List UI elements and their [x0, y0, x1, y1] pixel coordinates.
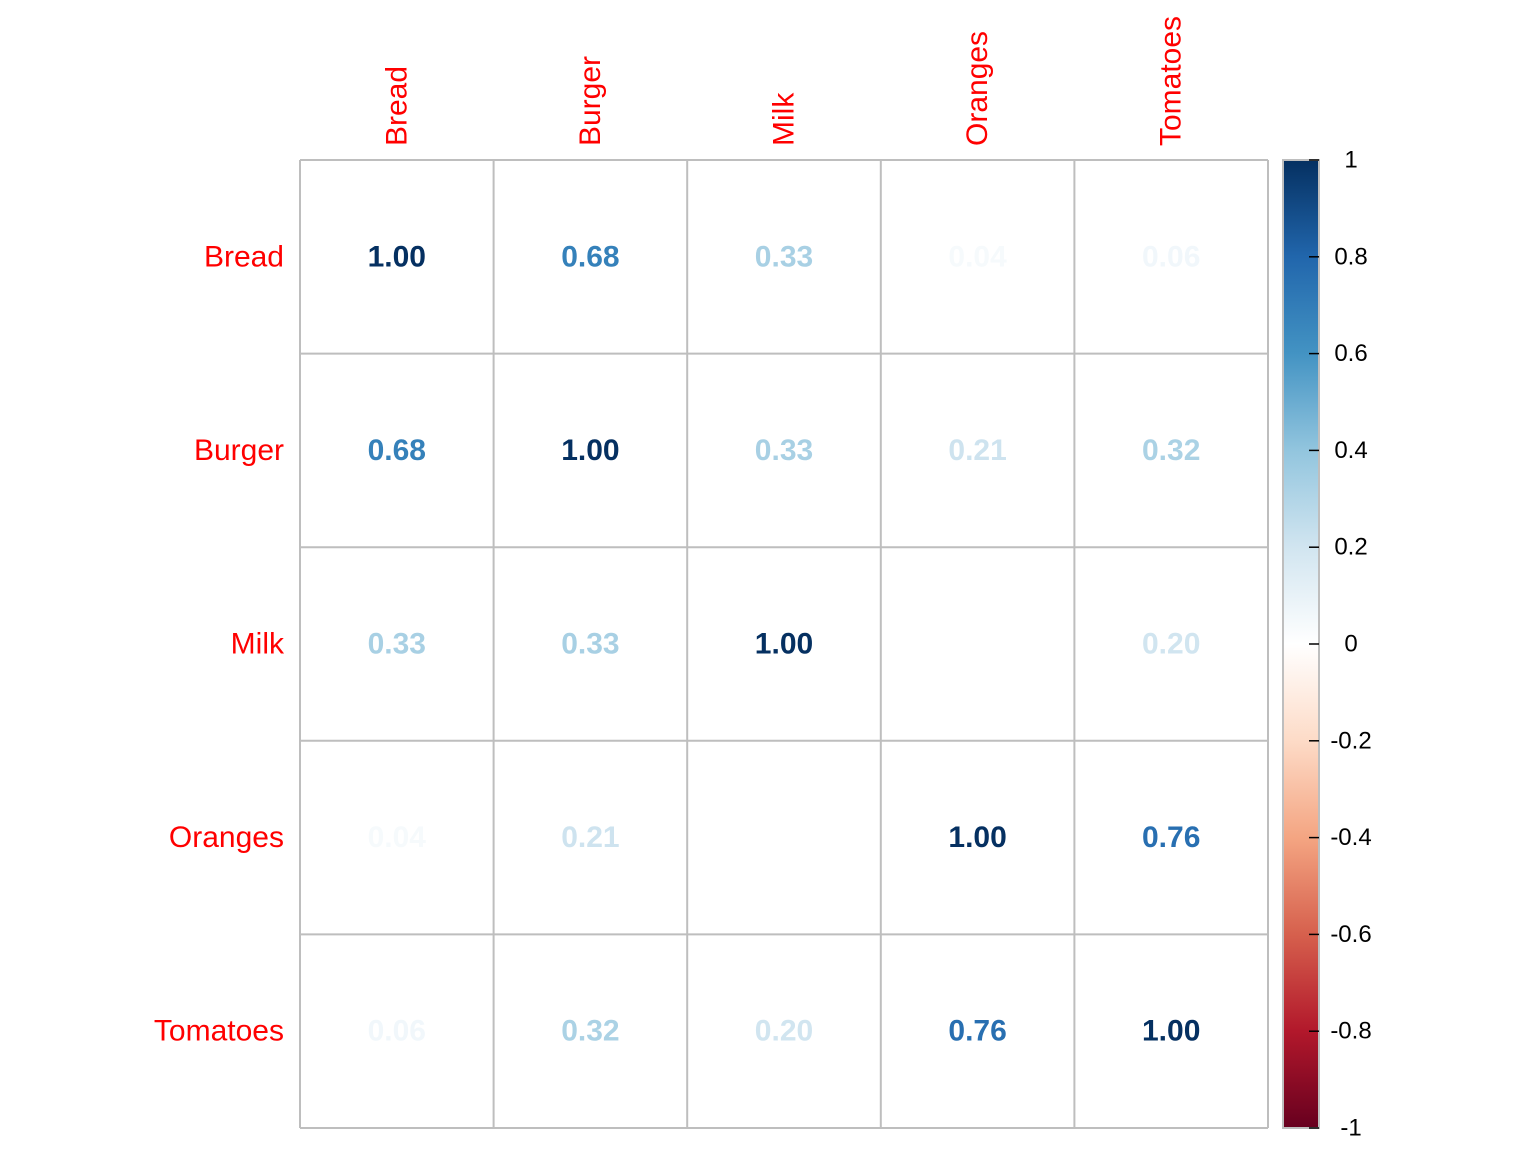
- cell-value-burger-burger: 1.00: [561, 434, 619, 467]
- grid-background: [300, 160, 1268, 1128]
- colorbar-tick-label: -1: [1340, 1115, 1361, 1142]
- cell-value-burger-tomatoes: 0.32: [1142, 434, 1200, 467]
- colorbar-tick-label: -0.6: [1330, 921, 1371, 948]
- colorbar-tick-label: -0.4: [1330, 824, 1371, 851]
- matrix-grid: [299, 159, 1269, 1129]
- cell-value-tomatoes-oranges: 0.76: [948, 1015, 1006, 1048]
- colorbar-tick-label: 0.4: [1334, 437, 1367, 464]
- cell-value-oranges-tomatoes: 0.76: [1142, 821, 1200, 854]
- cell-value-oranges-bread: 0.04: [368, 821, 427, 854]
- cell-value-burger-bread: 0.68: [368, 434, 426, 467]
- row-label-milk: Milk: [231, 628, 285, 661]
- cell-value-burger-oranges: 0.21: [948, 434, 1006, 467]
- colorbar-legend: 1 0.8 0.6 0.4 0.2 0 -0.2 -0.4 -0.6 -0.8 -1: [1282, 147, 1372, 1142]
- colorbar-tick-label: 0.8: [1334, 243, 1367, 270]
- row-labels: Bread Burger Milk Oranges Tomatoes: [154, 240, 285, 1047]
- row-label-burger: Burger: [194, 434, 284, 467]
- cell-value-tomatoes-bread: 0.06: [368, 1015, 426, 1048]
- colorbar-tick-label: 1: [1344, 147, 1357, 174]
- cell-value-oranges-oranges: 1.00: [948, 821, 1006, 854]
- colorbar-tick-label: -0.2: [1330, 727, 1371, 754]
- row-label-tomatoes: Tomatoes: [154, 1015, 284, 1048]
- cell-value-milk-bread: 0.33: [368, 628, 426, 661]
- row-label-bread: Bread: [204, 240, 284, 273]
- column-label-tomatoes: Tomatoes: [1155, 16, 1188, 146]
- cell-value-milk-milk: 1.00: [755, 628, 813, 661]
- cell-value-bread-bread: 1.00: [368, 240, 426, 273]
- cell-value-tomatoes-milk: 0.20: [755, 1015, 813, 1048]
- colorbar-tick-label: 0.6: [1334, 340, 1367, 367]
- cell-value-bread-tomatoes: 0.06: [1142, 240, 1200, 273]
- colorbar-tick-label: -0.8: [1330, 1018, 1371, 1045]
- column-label-burger: Burger: [574, 56, 607, 146]
- colorbar-tick-label: 0.2: [1334, 534, 1367, 561]
- cell-value-tomatoes-tomatoes: 1.00: [1142, 1015, 1200, 1048]
- cell-value-oranges-burger: 0.21: [561, 821, 619, 854]
- column-label-oranges: Oranges: [961, 31, 994, 146]
- column-label-milk: Milk: [768, 92, 801, 146]
- cell-value-burger-milk: 0.33: [755, 434, 813, 467]
- cell-value-bread-burger: 0.68: [561, 240, 619, 273]
- row-label-oranges: Oranges: [169, 821, 284, 854]
- cell-value-oranges-milk: 0.00: [755, 821, 813, 854]
- column-label-bread: Bread: [380, 66, 413, 146]
- correlation-values: 1.00 0.68 0.33 0.04 0.06 0.68 1.00 0.33 0.21 0.32…: [368, 240, 1201, 1047]
- column-labels: Bread Burger Milk Oranges Tomatoes: [380, 16, 1187, 146]
- cell-value-bread-milk: 0.33: [755, 240, 813, 273]
- cell-value-bread-oranges: 0.04: [948, 240, 1007, 273]
- colorbar-tick-label: 0: [1344, 631, 1357, 658]
- cell-value-milk-oranges: 0.00: [948, 628, 1006, 661]
- cell-value-milk-tomatoes: 0.20: [1142, 628, 1200, 661]
- cell-value-tomatoes-burger: 0.32: [561, 1015, 619, 1048]
- cell-value-milk-burger: 0.33: [561, 628, 619, 661]
